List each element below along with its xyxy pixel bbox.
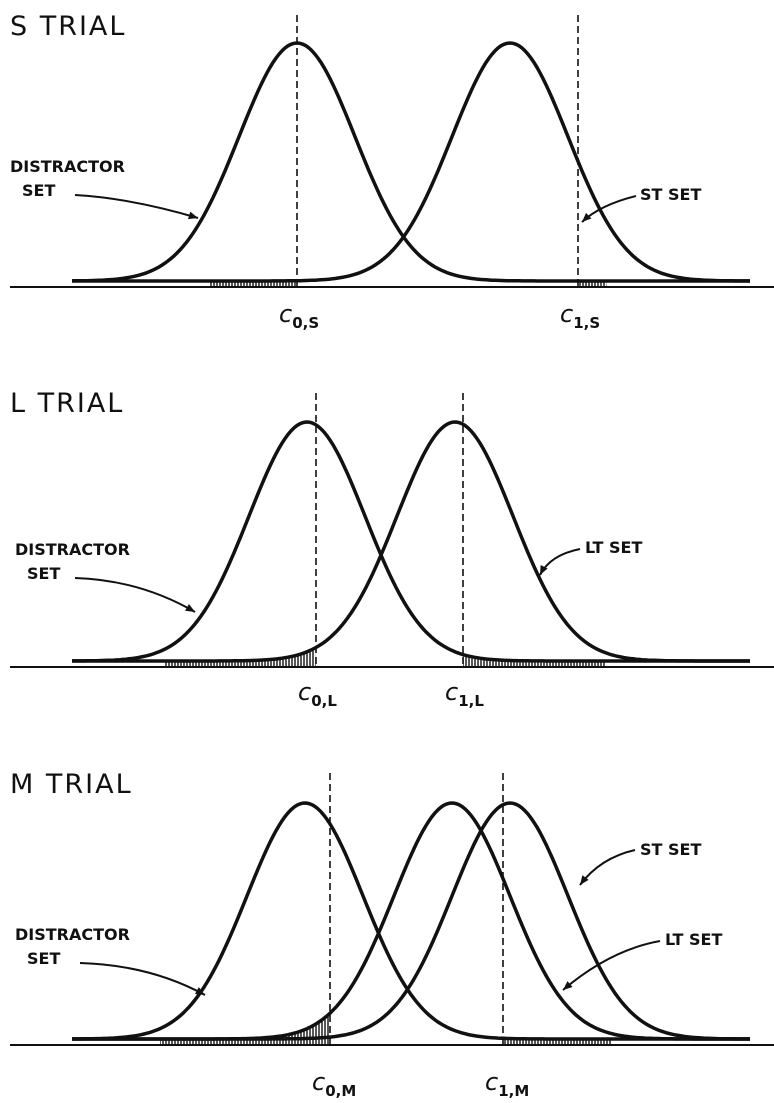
criterion-subscript: 1,S — [573, 314, 600, 332]
set-label: LT SET — [665, 930, 722, 949]
criterion-symbol: c — [279, 300, 292, 328]
shaded-tail — [160, 1013, 330, 1045]
label-arrow — [74, 577, 196, 613]
distribution-curve — [72, 801, 751, 1041]
set-label: SET — [22, 181, 55, 200]
criterion-subscript: 0,S — [292, 314, 319, 332]
set-label: DISTRACTOR — [15, 540, 130, 559]
set-label: ST SET — [640, 840, 701, 859]
criterion-subscript: 1,M — [498, 1082, 529, 1100]
distribution-curve — [72, 420, 750, 663]
panel-title: S TRIAL — [10, 11, 126, 42]
arrow-head — [563, 981, 573, 990]
criterion-label: c1,L — [445, 678, 484, 710]
criterion-symbol: c — [485, 1068, 498, 1096]
arrow-head — [188, 211, 198, 220]
panel-title: L TRIAL — [10, 388, 124, 419]
label-arrow — [79, 962, 206, 996]
arrow-head — [580, 875, 589, 885]
set-label: SET — [27, 564, 60, 583]
distribution-curve — [71, 41, 750, 283]
shaded-tail — [463, 654, 605, 667]
set-label: SET — [27, 949, 60, 968]
set-label: DISTRACTOR — [15, 925, 130, 944]
criterion-symbol: c — [560, 300, 573, 328]
distribution-curve — [72, 801, 750, 1041]
arrow-head — [185, 604, 195, 612]
criterion-symbol: c — [445, 678, 458, 706]
set-label: LT SET — [585, 538, 642, 557]
criterion-symbol: c — [312, 1068, 325, 1096]
arrow-head — [582, 212, 592, 222]
criterion-label: c1,S — [560, 300, 600, 332]
distribution-curve — [72, 801, 750, 1041]
arrow-head — [540, 565, 548, 575]
arrow-head — [195, 987, 205, 995]
criterion-label: c1,M — [485, 1068, 529, 1100]
criterion-label: c0,L — [298, 678, 337, 710]
label-arrow — [539, 548, 581, 576]
set-label: DISTRACTOR — [10, 157, 125, 176]
set-label: ST SET — [640, 185, 701, 204]
criterion-subscript: 0,L — [311, 692, 337, 710]
label-arrow — [562, 940, 661, 991]
criterion-label: c0,M — [312, 1068, 356, 1100]
distribution-curve — [72, 420, 750, 663]
distribution-curve — [72, 41, 751, 283]
criterion-subscript: 0,M — [325, 1082, 356, 1100]
criterion-subscript: 1,L — [458, 692, 484, 710]
panel-title: M TRIAL — [10, 769, 133, 800]
label-arrow — [74, 194, 199, 219]
criterion-label: c0,S — [279, 300, 319, 332]
criterion-symbol: c — [298, 678, 311, 706]
